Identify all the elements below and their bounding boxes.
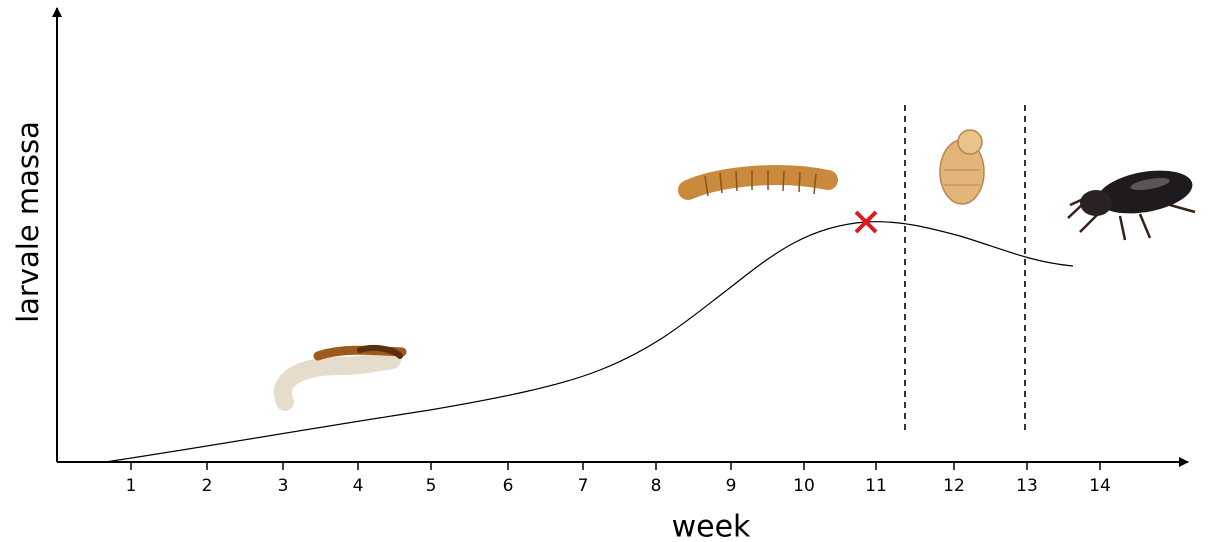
- x-axis-label: week: [672, 510, 751, 542]
- x-tick-label: 5: [426, 476, 437, 496]
- x-tick-label: 8: [651, 476, 662, 496]
- x-tick-label: 6: [503, 476, 514, 496]
- x-tick-label: 3: [278, 476, 289, 496]
- x-tick-label: 9: [726, 476, 737, 496]
- x-tick-label: 13: [1016, 476, 1038, 496]
- x-tick-label: 7: [578, 476, 589, 496]
- pupa-image: [940, 130, 984, 204]
- x-tick-label: 14: [1089, 476, 1111, 496]
- x-tick-label: 2: [202, 476, 213, 496]
- x-tick-label: 10: [793, 476, 815, 496]
- y-axis-label: larvale massa: [11, 121, 45, 323]
- x-tick-label: 4: [353, 476, 364, 496]
- diagram: 1234567891011121314: [0, 0, 1211, 542]
- mealworm-image: [688, 170, 828, 196]
- x-tick-label: 12: [943, 476, 965, 496]
- young-larva-image: [283, 348, 402, 402]
- beetle-image: [1068, 164, 1196, 240]
- x-tick-label: 11: [865, 476, 887, 496]
- x-tick-label: 1: [126, 476, 137, 496]
- growth-curve: [105, 222, 1073, 462]
